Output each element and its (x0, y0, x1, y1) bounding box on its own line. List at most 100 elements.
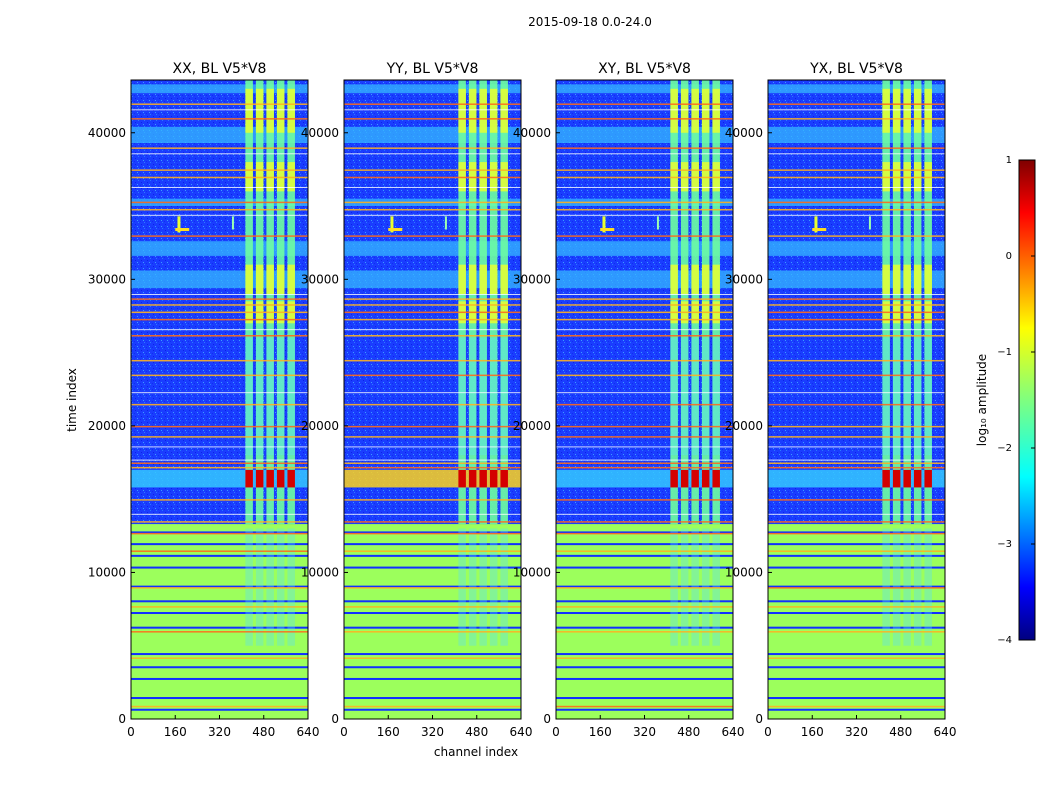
rfi-line (131, 335, 308, 337)
data-gap-line (768, 459, 945, 461)
channel-band-shade (691, 337, 699, 456)
rfi-line (131, 606, 308, 608)
rfi-spike (444, 216, 447, 230)
flag-gap-line (768, 566, 945, 569)
rfi-band (131, 270, 308, 289)
heatmap-panel: XY, BL V5*V8 0 160 320 480 640 0 10000 20000 3000… (513, 61, 745, 739)
channel-band-hotspot (489, 264, 498, 294)
rfi-line (556, 606, 733, 608)
rfi-line (556, 521, 733, 523)
data-gap-line (344, 109, 521, 111)
channel-band-hotspot (924, 264, 932, 294)
panel-title: YX, BL V5*V8 (809, 61, 903, 77)
panel-title: YY, BL V5*V8 (386, 61, 479, 77)
channel-band-hotspot (479, 264, 487, 294)
rfi-line (556, 532, 733, 535)
strong-rfi-cell (458, 469, 466, 488)
y-tick-label: 10000 (725, 565, 763, 579)
rfi-line (768, 466, 945, 469)
rfi-line (344, 374, 521, 377)
panel-title: XY, BL V5*V8 (598, 61, 691, 77)
data-gap-line (556, 214, 733, 216)
rfi-line (768, 374, 945, 377)
x-tick-label: 320 (208, 725, 231, 739)
channel-band-hotspot (458, 264, 466, 294)
y-tick-label: 10000 (513, 565, 551, 579)
rfi-line (768, 425, 945, 428)
channel-band-shade (489, 337, 498, 456)
rfi-line (344, 359, 521, 362)
channel-band-hotspot (479, 88, 487, 133)
rfi-line (556, 587, 733, 589)
flag-gap-line (344, 612, 521, 615)
rfi-line (131, 201, 308, 204)
rfi-line (556, 176, 733, 179)
rfi-line (131, 550, 308, 552)
rfi-line (768, 208, 945, 211)
rfi-line (556, 705, 733, 708)
strong-rfi-cell (489, 469, 498, 488)
channel-band-hotspot (680, 264, 689, 294)
y-tick-label: 10000 (301, 565, 339, 579)
y-tick-label: 40000 (88, 126, 126, 140)
x-tick-label: 320 (633, 725, 656, 739)
channel-band-hotspot (468, 88, 477, 133)
rfi-line (556, 403, 733, 406)
rfi-line (556, 235, 733, 237)
strong-rfi-strip (131, 469, 308, 488)
rfi-line (556, 631, 733, 633)
rfi-line (131, 304, 308, 306)
rfi-spike (175, 228, 190, 232)
channel-band-shade (479, 337, 487, 456)
rfi-line (131, 587, 308, 589)
y-tick-label: 40000 (513, 126, 551, 140)
rfi-line (131, 403, 308, 406)
rfi-line (131, 466, 308, 469)
data-gap-line (344, 153, 521, 155)
colorbar-tick-label: −1 (997, 347, 1012, 358)
x-tick-label: 320 (845, 725, 868, 739)
data-gap-line (344, 446, 521, 448)
rfi-line (131, 657, 308, 659)
flag-gap-line (556, 708, 733, 711)
data-gap-line (556, 446, 733, 448)
flag-gap-line (344, 677, 521, 680)
rfi-line (768, 403, 945, 406)
rfi-line (344, 403, 521, 406)
channel-band-shade (913, 337, 922, 456)
strong-rfi-cell (468, 469, 477, 488)
rfi-line (131, 298, 308, 300)
rfi-line (556, 436, 733, 438)
x-tick-label: 480 (889, 725, 912, 739)
rfi-line (344, 425, 521, 428)
data-gap-line (131, 293, 308, 295)
strong-rfi-cell (892, 469, 901, 488)
flag-gap-line (131, 697, 308, 700)
rfi-line (768, 201, 945, 204)
flag-gap-line (556, 554, 733, 557)
data-gap-line (768, 392, 945, 394)
heatmap-panel: YX, BL V5*V8 0 160 320 480 640 0 10000 20000 3000… (725, 61, 957, 739)
flag-gap-line (768, 554, 945, 557)
rfi-band (556, 241, 733, 256)
rfi-line (768, 587, 945, 589)
x-tick-label: 160 (589, 725, 612, 739)
channel-band-hotspot (468, 264, 477, 294)
data-gap-line (556, 153, 733, 155)
channel-band-hotspot (266, 88, 274, 133)
rfi-spike (390, 216, 394, 233)
rfi-line (768, 532, 945, 535)
rfi-line (131, 118, 308, 120)
channel-band-shade (245, 337, 253, 456)
rfi-spike (812, 228, 827, 232)
rfi-line (131, 147, 308, 149)
flag-gap-line (556, 697, 733, 700)
y-tick-label: 0 (118, 712, 126, 726)
rfi-line (344, 318, 521, 321)
flag-gap-line (556, 666, 733, 669)
channel-band-shade (468, 337, 477, 456)
flag-gap-line (344, 600, 521, 603)
rfi-spike (656, 216, 659, 230)
flag-gap-line (131, 666, 308, 669)
rfi-line (768, 176, 945, 179)
